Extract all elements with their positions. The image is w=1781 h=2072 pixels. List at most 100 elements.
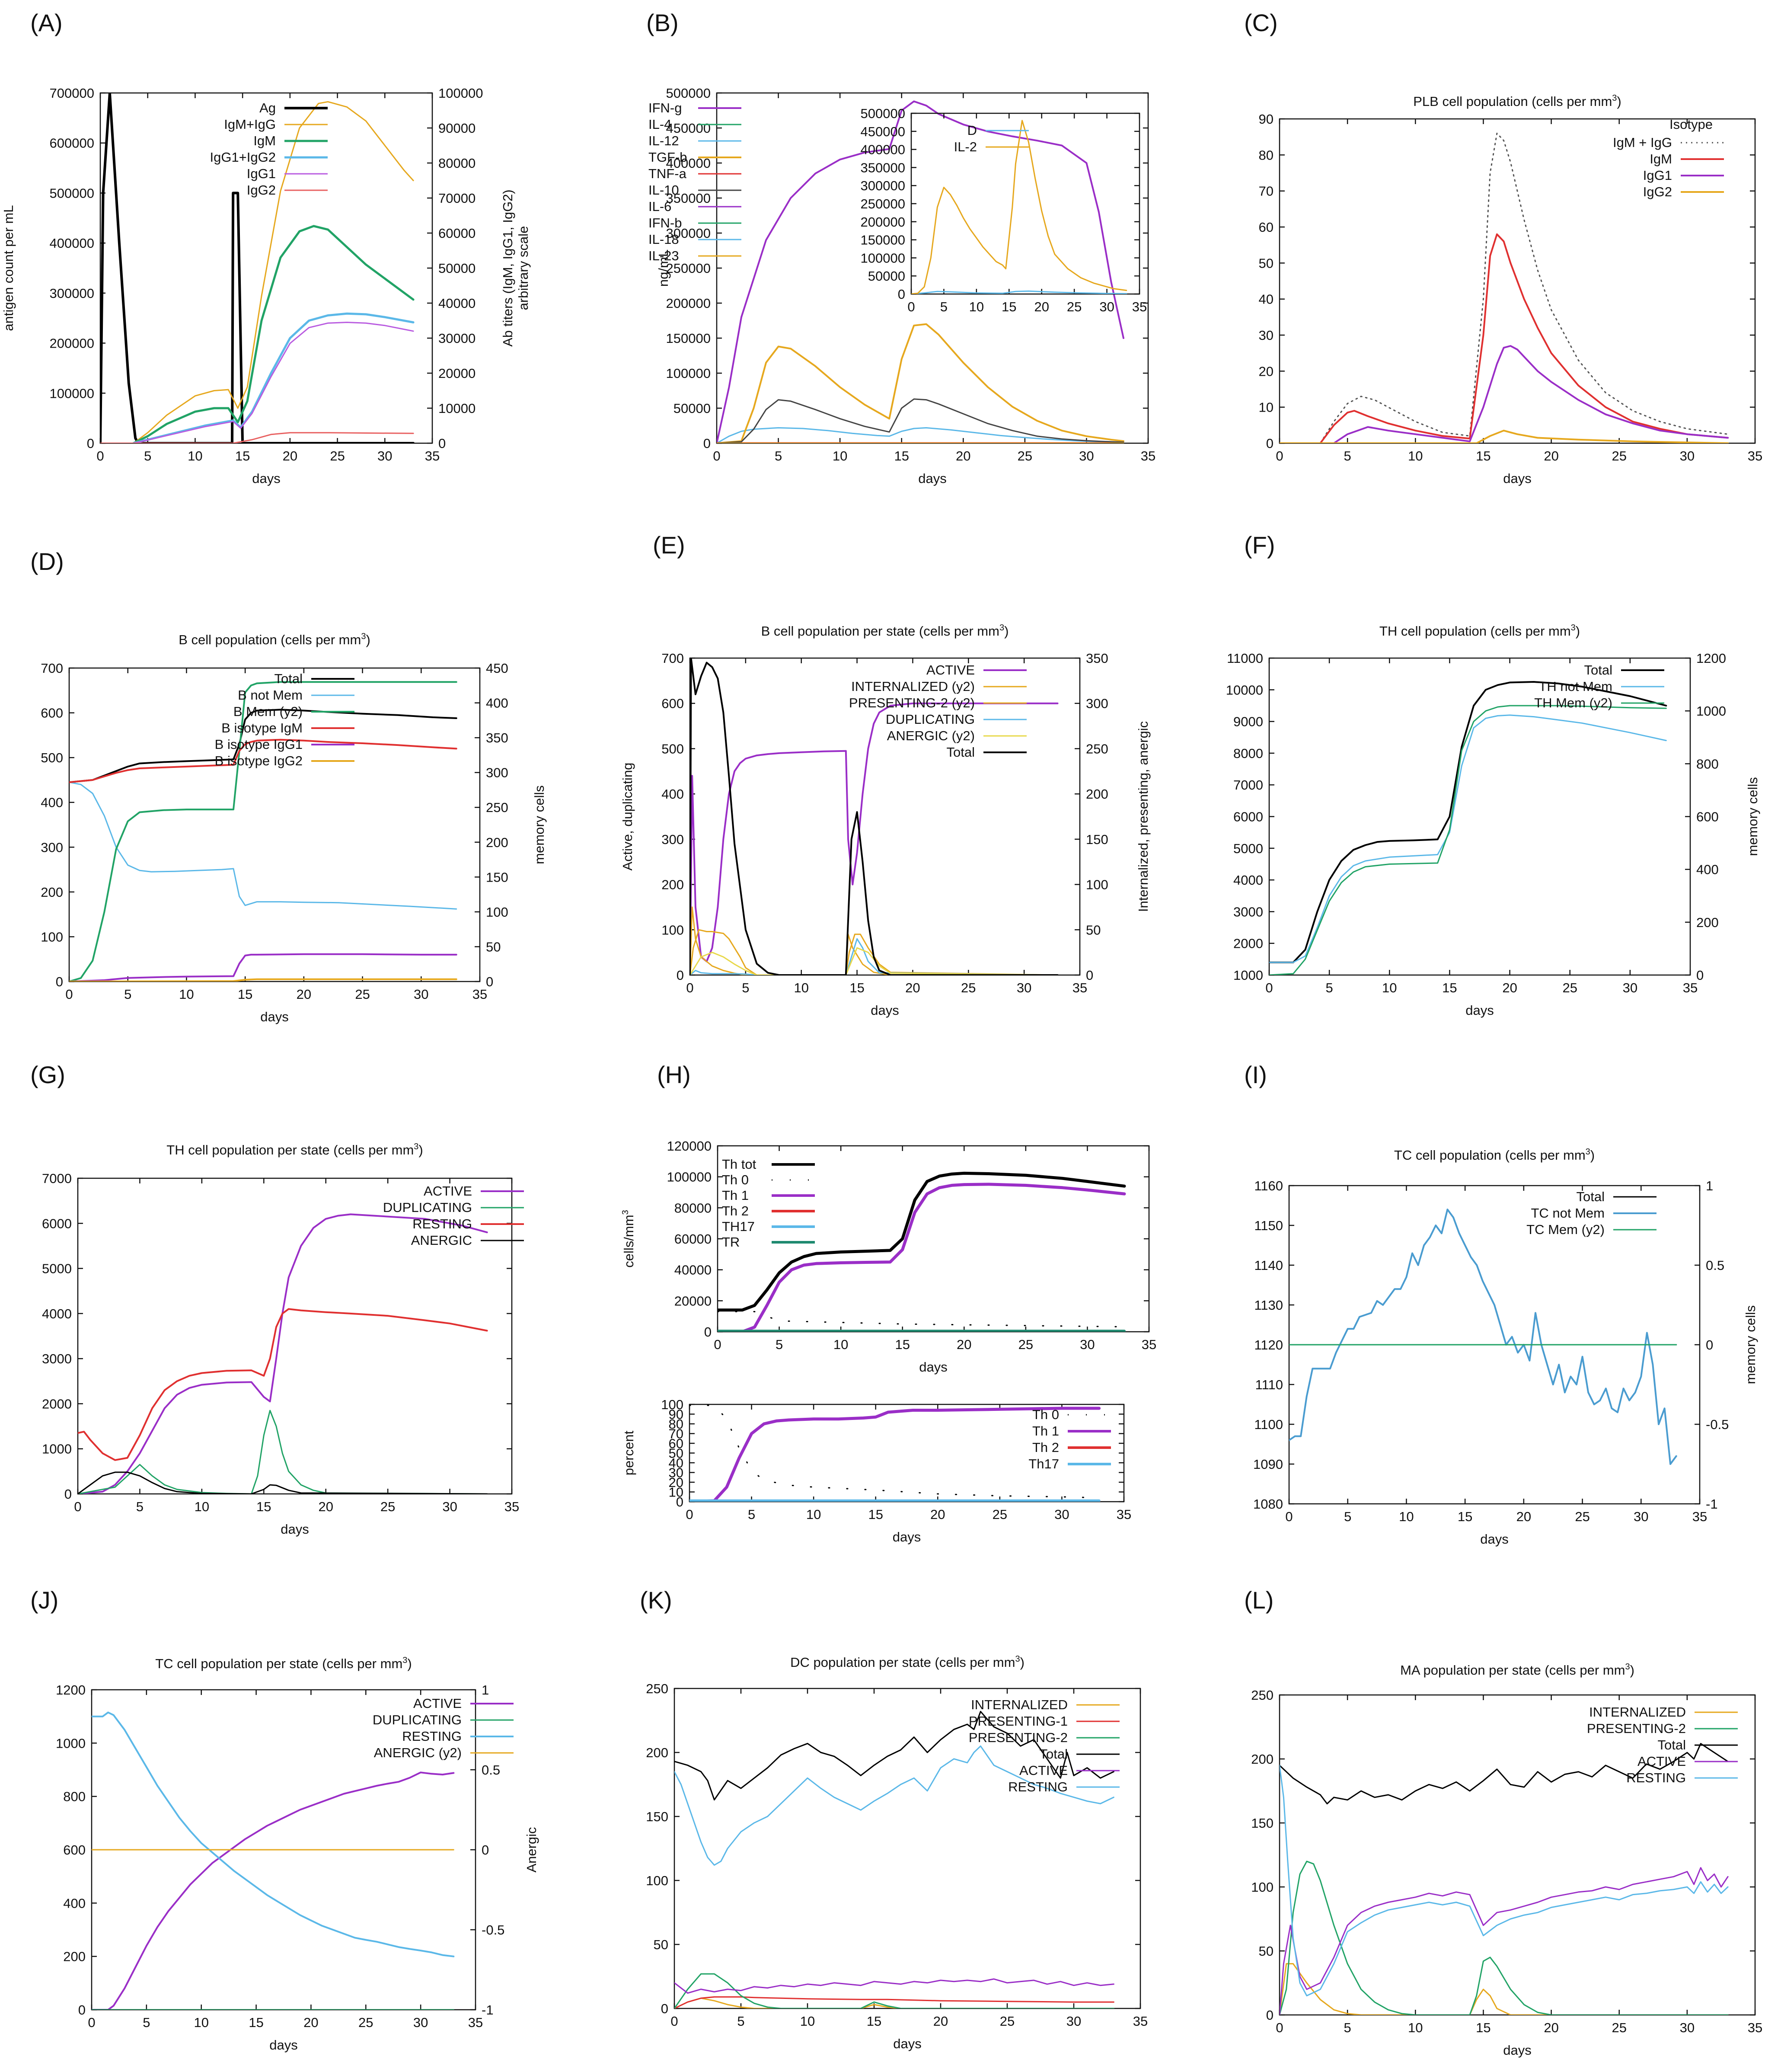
y2-tick-label: 40000 [438, 296, 476, 311]
x-tick-label: 15 [256, 1499, 271, 1514]
y-tick-label: 0 [661, 2001, 668, 2016]
x-tick-label: 20 [1516, 1509, 1531, 1524]
title-superscript: 3 [999, 623, 1004, 633]
y-tick-label: 1150 [1254, 1218, 1283, 1233]
y-tick-label: 10 [669, 1485, 683, 1500]
series-line-igg1 [133, 322, 414, 443]
y-tick-label: 0 [676, 1494, 683, 1509]
y2-tick-label: 0 [1706, 1337, 1713, 1353]
y-tick-label: 450000 [861, 124, 905, 139]
y-tick-label: 300000 [861, 178, 905, 193]
legend-label: Total [1577, 1189, 1605, 1204]
y2-tick-label: 300 [486, 765, 508, 780]
y-tick-label: 150000 [666, 331, 711, 346]
y-tick-label: 10000 [1226, 682, 1263, 697]
y-tick-label: 200 [646, 1745, 668, 1760]
y-tick-label: 50000 [673, 401, 711, 416]
y2-tick-label: 200 [486, 835, 508, 850]
legend-label: B not Mem [238, 687, 303, 703]
y-tick-label: 4000 [42, 1306, 72, 1321]
y-tick-label: 50 [1259, 1944, 1274, 1959]
x-tick-label: 10 [800, 2014, 815, 2029]
x-axis-label: days [893, 1529, 921, 1544]
x-tick-label: 0 [713, 448, 720, 464]
series-line-active [1280, 1867, 1729, 2015]
legend-label: TR [722, 1234, 740, 1250]
legend-label: Ag [259, 100, 276, 115]
legend-label: PRESENTING-1 [969, 1714, 1068, 1729]
chart-title: TH cell population (cells per mm3) [1379, 623, 1580, 639]
y-tick-label: 50 [654, 1937, 668, 1952]
series-line-il-2 [911, 120, 1127, 294]
y2-axis-label: Ab titers (IgM, IgG1, IgG2) [500, 189, 515, 347]
y-tick-label: 1160 [1254, 1178, 1283, 1193]
series-group [689, 1404, 1101, 1502]
y-tick-label: 400000 [50, 236, 94, 251]
title-close: ) [1630, 1663, 1634, 1678]
y-tick-label: 4000 [1233, 873, 1263, 888]
x-tick-label: 10 [833, 448, 847, 464]
x-tick-label: 0 [96, 448, 104, 464]
legend-label: B isotype IgG2 [215, 753, 303, 768]
series-line-anergic [78, 1471, 488, 1494]
x-tick-label: 35 [1692, 1509, 1707, 1524]
y2-tick-label: 350 [1086, 651, 1108, 666]
plot-frame [77, 1177, 513, 1495]
y-axis-label: percent [621, 1430, 636, 1475]
chart-l: (L) MA population per state (cells per mm… [1244, 1586, 1762, 2058]
x-tick-label: 20 [283, 448, 297, 464]
x-tick-label: 20 [303, 2015, 318, 2030]
panel-letter: (G) [30, 1061, 65, 1088]
legend-label: ANERGIC (y2) [374, 1745, 462, 1760]
series-line-d [911, 290, 1127, 294]
y-tick-label: 350000 [861, 160, 905, 175]
x-axis-label: days [1503, 2043, 1531, 2058]
y-axis-label: ng/mL [656, 249, 671, 287]
x-tick-label: 10 [806, 1507, 821, 1522]
title-close: ) [418, 1142, 423, 1158]
y-tick-label: 100000 [861, 250, 905, 265]
x-axis-label: days [918, 471, 946, 486]
y-tick-label: 0 [1266, 436, 1274, 451]
chart-b: (B)0 5 10 15 20 25 30 3505000010000015000020000… [646, 9, 1155, 486]
x-tick-label: 25 [1018, 1337, 1033, 1352]
legend-label: PRESENTING-2 (y2) [849, 695, 975, 710]
y-tick-label: 1120 [1254, 1337, 1283, 1353]
y-tick-label: 700 [41, 661, 63, 676]
x-tick-label: 25 [1067, 299, 1082, 314]
x-tick-label: 15 [238, 987, 252, 1002]
y-tick-label: 80 [1259, 147, 1274, 163]
chart-e: (E) B cell population per state (cells pe… [620, 531, 1151, 1018]
legend: INTERNALIZED PRESENTING-1PRESENTING-2Tota… [969, 1697, 1120, 1794]
series-line-b-isotype-igg2 [69, 978, 457, 982]
y2-tick-label: 250 [1086, 741, 1108, 756]
legend-label: IgG1 [1643, 168, 1672, 183]
y-tick-label: 800 [63, 1789, 86, 1804]
x-tick-label: 15 [1002, 299, 1016, 314]
series-line-igg1-igg2 [132, 312, 415, 443]
legend-label: ACTIVE [1637, 1754, 1686, 1769]
x-tick-label: 0 [1276, 448, 1283, 464]
y-tick-label: 90 [669, 1407, 683, 1422]
x-tick-label: 30 [1680, 448, 1695, 464]
legend-label: B isotype IgG1 [215, 737, 303, 752]
y-tick-label: 250 [646, 1681, 668, 1696]
legend-label: Th tot [722, 1157, 756, 1172]
y-tick-label: 5000 [1233, 841, 1263, 856]
x-tick-label: 15 [867, 2014, 881, 2029]
series-line-igg2 [1280, 429, 1729, 443]
series-line-th-1 [689, 1407, 1101, 1502]
legend-label: Total [1584, 662, 1612, 678]
y-tick-label: 0 [898, 287, 905, 302]
y2-tick-label: 150 [1086, 832, 1108, 847]
x-tick-label: 5 [776, 1337, 783, 1352]
title-superscript: 3 [1612, 93, 1617, 103]
y-tick-label: 1080 [1253, 1496, 1283, 1512]
y2-tick-label: 100 [486, 905, 508, 920]
title-close: ) [1020, 1655, 1025, 1670]
